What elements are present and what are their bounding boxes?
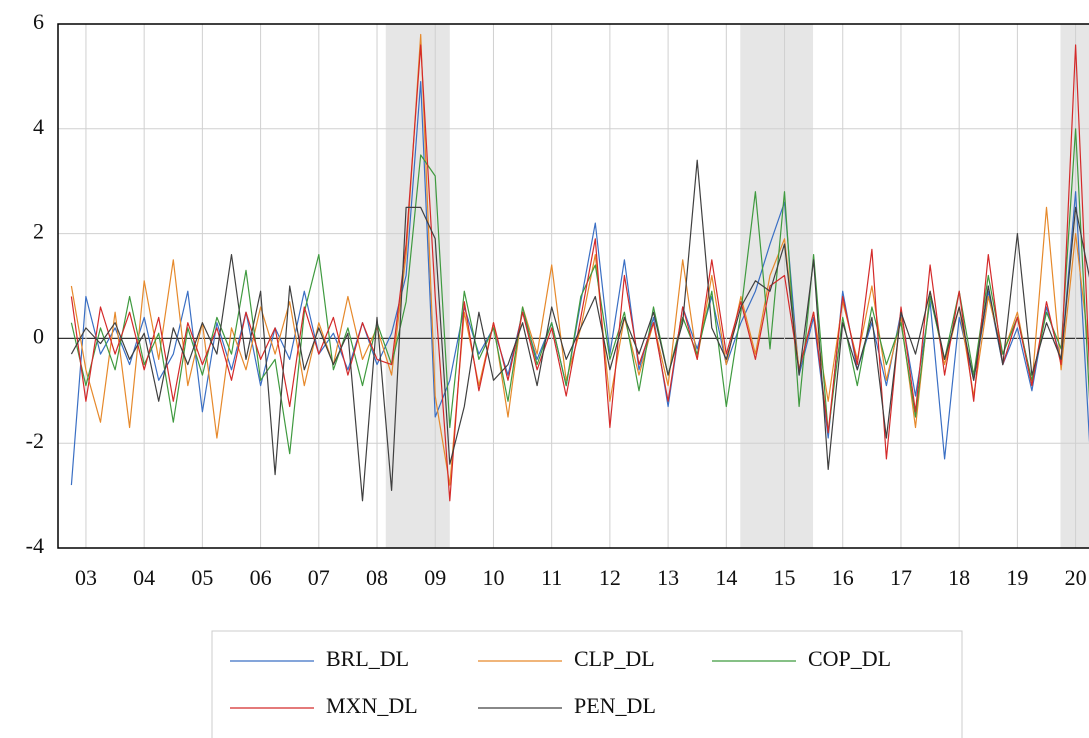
legend-label: BRL_DL [326, 646, 409, 671]
legend-box [211, 630, 963, 738]
series-line [70, 33, 1089, 486]
series-line [70, 128, 1089, 455]
legend-label: CLP_DL [574, 646, 655, 671]
x-tick-label: 09 [424, 565, 446, 590]
series-line [70, 159, 1089, 502]
y-tick-label: -2 [26, 428, 44, 453]
x-tick-label: 17 [890, 565, 912, 590]
plot-frame [57, 23, 1089, 549]
x-tick-label: 04 [133, 565, 155, 590]
recession-shade [740, 24, 814, 548]
series-line [70, 81, 1089, 486]
y-tick-label: -4 [26, 533, 44, 558]
x-tick-label: 16 [832, 565, 854, 590]
x-tick-label: 15 [774, 565, 796, 590]
x-tick-label: 20 [1065, 565, 1087, 590]
y-tick-label: 2 [33, 219, 44, 244]
y-tick-label: 0 [33, 323, 44, 348]
x-tick-label: 08 [366, 565, 388, 590]
x-tick-label: 06 [250, 565, 272, 590]
legend-label: PEN_DL [574, 693, 656, 718]
legend-label: COP_DL [808, 646, 891, 671]
x-tick-label: 14 [715, 565, 737, 590]
x-tick-label: 07 [308, 565, 330, 590]
y-tick-label: 6 [33, 9, 44, 34]
x-tick-label: 05 [191, 565, 213, 590]
x-tick-label: 11 [541, 565, 562, 590]
x-tick-label: 19 [1006, 565, 1028, 590]
recession-shade [385, 24, 450, 548]
x-tick-label: 10 [482, 565, 504, 590]
x-tick-label: 12 [599, 565, 621, 590]
series-line [70, 44, 1089, 502]
x-tick-label: 03 [75, 565, 97, 590]
legend-label: MXN_DL [326, 693, 418, 718]
x-tick-label: 18 [948, 565, 970, 590]
x-tick-label: 13 [657, 565, 679, 590]
y-tick-label: 4 [33, 114, 44, 139]
